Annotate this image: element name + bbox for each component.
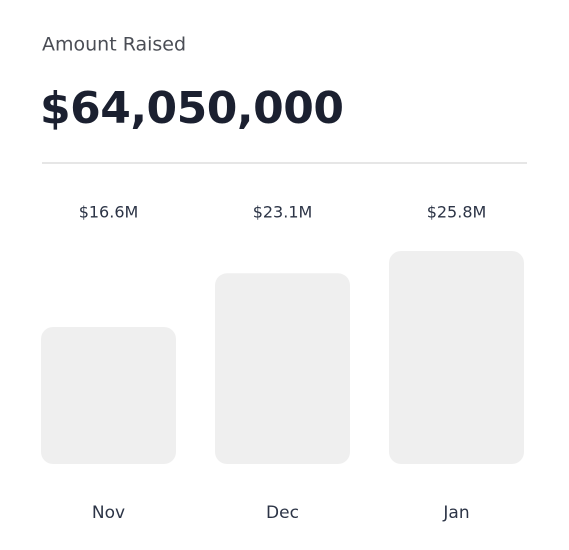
chart-title: Amount Raised	[42, 34, 186, 56]
value-label: $16.6M	[79, 203, 139, 222]
bar	[215, 273, 350, 464]
x-tick-label: Nov	[92, 503, 125, 523]
value-label: $23.1M	[253, 203, 313, 222]
bar	[41, 326, 176, 464]
bar	[389, 251, 524, 464]
x-tick-label: Jan	[442, 503, 469, 523]
value-label: $25.8M	[427, 203, 487, 222]
x-tick-label: Dec	[266, 503, 299, 523]
total-amount: $64,050,000	[40, 83, 343, 134]
